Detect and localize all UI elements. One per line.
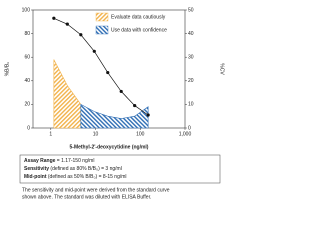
x-tick-label: 10 [93, 131, 99, 137]
x-tick-label: 1 [49, 131, 52, 137]
y-tick-label: 80 [24, 31, 30, 37]
y2-axis-label: %CV [219, 63, 225, 75]
range-note: Assay Range = 1.17-150 ng/ml [24, 158, 94, 164]
midpoint-note: Mid-point (defined as 50% B/B₀) = 8-15 n… [24, 174, 127, 180]
sensitivity-text: (defined as 80% B/B₀) = 3 ng/ml [49, 166, 122, 172]
page: %B/B₀ %CV 5-Methyl-2'-deoxycytidine (ng/… [4, 7, 225, 200]
data-point [146, 113, 150, 117]
data-point [106, 70, 110, 75]
legend-label: Evaluate data cautiously [111, 14, 166, 20]
legend-swatch [95, 12, 109, 22]
midpoint-text: (defined as 50% B/B₀) = 8-15 ng/ml [47, 174, 127, 180]
y-tick-label: 60 [24, 55, 30, 61]
y-tick-label: 100 [22, 7, 31, 13]
x-tick-label: 1,000 [179, 131, 192, 137]
y-tick-label: 20 [24, 102, 30, 108]
y2-tick-label: 30 [188, 55, 194, 61]
x-tick-label: 100 [136, 131, 145, 137]
sensitivity-label: Sensitivity [24, 166, 49, 172]
data-point [65, 22, 69, 26]
y-tick-label: 40 [24, 78, 30, 84]
info-box [19, 154, 221, 184]
cv-area [80, 103, 149, 129]
y-tick-label: 0 [27, 125, 30, 131]
cv-area [53, 59, 82, 129]
y2-tick-label: 40 [188, 31, 194, 37]
caption-line: The sensitivity and mid-point were deriv… [22, 187, 170, 193]
range-text: = 1.17-150 ng/ml [55, 158, 94, 164]
y2-tick-label: 50 [188, 7, 194, 13]
y2-tick-label: 20 [188, 78, 194, 84]
data-point [92, 49, 96, 53]
legend-label: Use data with confidence [111, 27, 167, 33]
y2-tick-label: 10 [188, 102, 194, 108]
legend-swatch [95, 25, 109, 35]
range-label: Assay Range [24, 158, 56, 164]
caption-line: shown above. The standard was diluted wi… [22, 194, 151, 200]
standard-curve [53, 17, 149, 116]
data-point [79, 33, 83, 37]
sensitivity-note: Sensitivity (defined as 80% B/B₀) = 3 ng… [24, 166, 122, 172]
data-point [52, 16, 56, 20]
data-point [133, 103, 137, 108]
x-axis-label: 5-Methyl-2'-deoxycytidine (ng/ml) [70, 144, 149, 150]
y-axis-label: %B/B₀ [4, 62, 10, 77]
y2-tick-label: 0 [188, 125, 191, 131]
midpoint-label: Mid-point [24, 174, 47, 180]
data-point [119, 89, 123, 94]
